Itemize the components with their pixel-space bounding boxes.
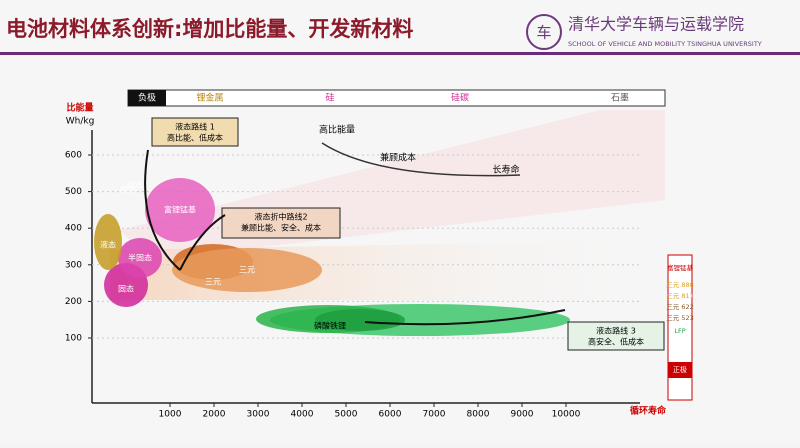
bubble-label: 固态 (118, 284, 134, 294)
route-box (221, 207, 341, 239)
x-tick-label: 5000 (335, 410, 358, 420)
logo (526, 14, 562, 50)
anode-tag (128, 90, 166, 106)
bubble-label: 半固态 (128, 253, 152, 263)
route-box (567, 321, 665, 351)
x-tick-label: 3000 (247, 410, 270, 420)
anode-label: 负极 (138, 92, 156, 104)
y-tick-label: 100 (65, 334, 82, 344)
x-tick-label: 9000 (511, 410, 534, 420)
bubble (315, 309, 405, 331)
logo-char: 车 (536, 24, 551, 42)
x-tick-label: 4000 (291, 410, 314, 420)
cathode-label: 正极 (673, 365, 687, 374)
bubble (172, 248, 322, 292)
route-desc: 高安全、低成本 (588, 337, 644, 347)
cathode-item: 三元 888 (666, 281, 693, 289)
bubble-label: 三元 (239, 266, 255, 275)
bubble (118, 238, 162, 278)
y-label: 比能量 (66, 102, 93, 114)
cathode-item: LFP (674, 327, 685, 335)
route-arrow (364, 309, 566, 326)
anode-item: 硅碳 (451, 92, 469, 104)
route-desc: 兼顾比能、安全、成本 (241, 223, 321, 233)
x-tick-label: 7000 (423, 410, 446, 420)
y-tick-label: 600 (65, 151, 82, 161)
route-name: 液态路线 3 (596, 326, 636, 336)
x-tick-label: 2000 (203, 410, 226, 420)
header-rule (0, 52, 800, 55)
anode-item: 锂金属 (196, 92, 223, 104)
trend-label: 高比能量 (319, 124, 355, 136)
bubble-label: 固态 (120, 185, 136, 195)
x-tick-label: 10000 (552, 410, 581, 420)
bubble (94, 214, 122, 270)
route-name: 液态路线 1 (175, 122, 215, 132)
school-cn: 清华大学车辆与运载学院 (568, 15, 744, 34)
anode-item: 石墨 (611, 93, 629, 104)
bubble-label: 三元 (205, 278, 221, 287)
route-arrow (144, 149, 181, 271)
x-tick-label: 1000 (159, 410, 182, 420)
cathode-item: 富锂锰基 (667, 263, 694, 272)
cathode-item: 三元 622 (666, 303, 693, 311)
x-tick-label: 8000 (467, 410, 490, 420)
route-arrow (179, 214, 226, 271)
y-tick-label: 300 (65, 260, 82, 270)
route-box (151, 117, 239, 147)
x-tick-label: 6000 (379, 410, 402, 420)
bubble-label: 固态 (127, 180, 143, 190)
bubble-label: 液态 (100, 240, 116, 250)
y-unit: Wh/kg (66, 117, 95, 127)
y-tick-label: 400 (65, 224, 82, 234)
y-tick-label: 200 (65, 297, 82, 307)
trend-label: 长寿命 (492, 164, 519, 176)
school-en: SCHOOL OF VEHICLE AND MOBILITY TSINGHUA … (568, 40, 762, 48)
y-tick-label: 500 (65, 187, 82, 197)
trend-label: 兼顾成本 (380, 152, 416, 164)
x-label: 循环寿命 (630, 405, 667, 417)
bubble-label: 富锂锰基 (164, 205, 196, 215)
bubble (145, 178, 215, 242)
route-desc: 高比能、低成本 (167, 133, 223, 143)
cathode-tag (668, 362, 692, 378)
bubble-label: 磷酸铁锂 (314, 321, 346, 331)
cathode-item: 三元 811 (666, 292, 693, 300)
route-name: 液态折中路线2 (254, 212, 307, 222)
anode-item: 硅 (325, 92, 334, 104)
cathode-item: 三元 523 (666, 314, 693, 322)
title: 电池材料体系创新:增加比能量、开发新材料 (6, 17, 413, 41)
trend-arrow (321, 142, 521, 177)
